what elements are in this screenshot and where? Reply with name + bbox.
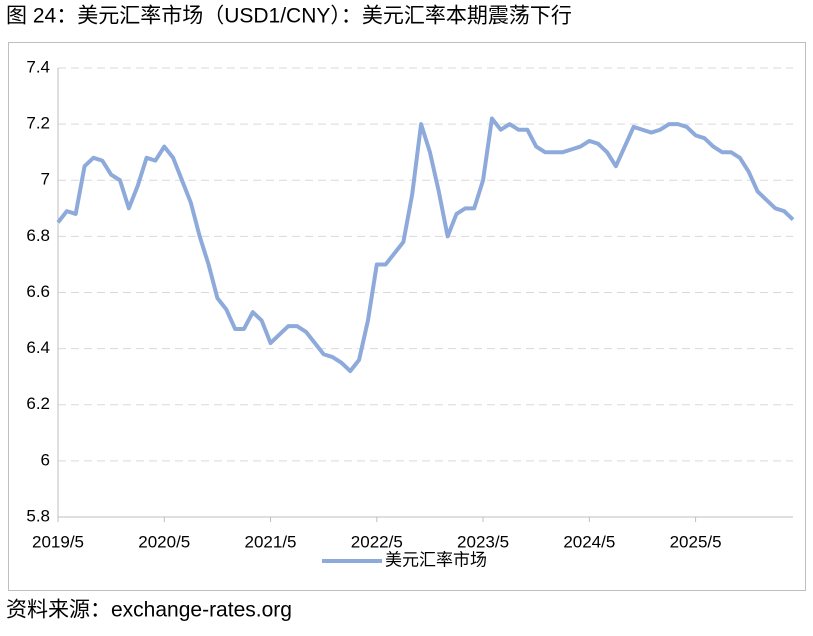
chart-title: 图 24：美元汇率市场（USD1/CNY）：美元汇率本期震荡下行 [6,5,572,28]
x-tick-label: 2019/5 [32,532,84,551]
chart-frame [8,42,806,591]
x-tick-label: 2025/5 [670,532,722,551]
y-tick-label: 5.8 [26,506,50,525]
y-tick-label: 6.4 [26,338,50,357]
y-tick-label: 7.2 [26,114,50,133]
data-line [56,116,795,374]
y-tick-label: 6.6 [26,282,50,301]
y-tick-label: 6.2 [26,394,50,413]
source-note: 资料来源：exchange-rates.org [6,599,292,622]
y-tick-label: 6 [41,450,50,469]
x-tick-label: 2022/5 [351,532,403,551]
x-tick-label: 2024/5 [563,532,615,551]
y-tick-label: 7.4 [26,57,50,76]
x-tick-label: 2020/5 [138,532,190,551]
y-tick-label: 6.8 [26,226,50,245]
y-tick-label: 7 [41,170,50,189]
x-tick-label: 2023/5 [457,532,509,551]
x-tick-label: 2021/5 [245,532,297,551]
legend-label: 美元汇率市场 [385,550,487,569]
